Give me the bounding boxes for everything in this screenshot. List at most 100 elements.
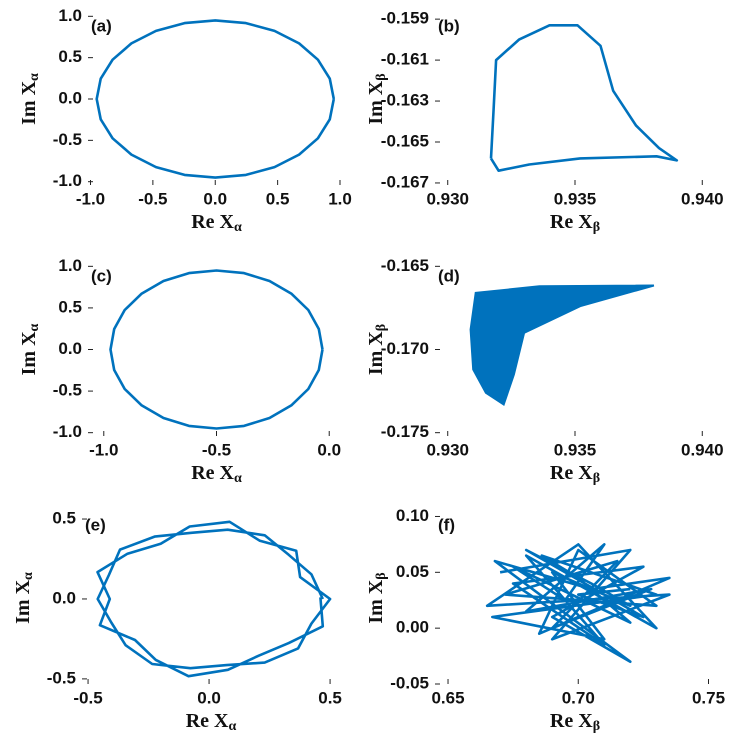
x-tick-label: 0.65 bbox=[431, 688, 464, 707]
x-tick-label: 0.930 bbox=[426, 189, 469, 208]
x-axis-label-main: Re X bbox=[550, 211, 593, 233]
x-axis-label: Re Xα bbox=[191, 211, 242, 236]
x-axis-label: Re Xβ bbox=[550, 462, 600, 487]
y-axis-label: Im Xα bbox=[18, 323, 43, 375]
x-tick-label: -0.5 bbox=[202, 440, 231, 459]
panel: 0.930 0.935 0.940 -0.167 -0.165 -0.163 -0.161 -… bbox=[365, 9, 724, 236]
x-axis-label-sub: β bbox=[593, 719, 600, 734]
y-tick-label: -0.05 bbox=[390, 673, 429, 692]
x-axis-label-sub: α bbox=[234, 471, 242, 486]
y-tick-label: -0.159 bbox=[381, 9, 429, 28]
y-tick-label: -0.5 bbox=[47, 668, 76, 687]
y-tick-label: 0.0 bbox=[52, 588, 76, 607]
y-tick-label: -1.0 bbox=[53, 422, 82, 441]
x-tick-label: 0.5 bbox=[266, 189, 290, 208]
x-tick-label: -1.0 bbox=[76, 189, 105, 208]
x-axis-label-main: Re X bbox=[186, 710, 229, 732]
y-axis-label-main: Im X bbox=[12, 579, 34, 623]
x-axis-label: Re Xα bbox=[191, 462, 242, 487]
trajectory bbox=[109, 269, 324, 430]
x-tick-label: -0.5 bbox=[138, 189, 167, 208]
y-axis-label-main: Im X bbox=[18, 331, 40, 375]
y-tick-label: 1.0 bbox=[58, 256, 82, 275]
y-axis-label-main: Im X bbox=[365, 579, 387, 623]
x-tick-label: 0.935 bbox=[554, 189, 597, 208]
y-axis-label-sub: α bbox=[27, 323, 42, 331]
y-axis-label-sub: β bbox=[374, 572, 389, 579]
x-tick-label: 0.0 bbox=[203, 189, 227, 208]
y-tick-label: -1.0 bbox=[53, 171, 82, 190]
x-tick-label: 0.940 bbox=[681, 189, 724, 208]
panel-label: (c) bbox=[91, 266, 112, 285]
x-axis-label-main: Re X bbox=[191, 211, 234, 233]
panel-label: (f) bbox=[438, 515, 455, 534]
x-tick-label: 0.935 bbox=[554, 440, 597, 459]
y-tick-label: 0.0 bbox=[58, 339, 82, 358]
y-axis-label-sub: β bbox=[374, 324, 389, 331]
y-axis-label: Im Xβ bbox=[365, 324, 390, 375]
x-tick-label: -0.5 bbox=[73, 688, 102, 707]
x-tick-label: 0.70 bbox=[562, 688, 595, 707]
y-axis-label-main: Im X bbox=[365, 80, 387, 124]
x-tick-label: 0.930 bbox=[426, 440, 469, 459]
trajectory-region bbox=[469, 284, 655, 406]
x-axis-label-main: Re X bbox=[550, 462, 593, 484]
y-tick-label: 0.0 bbox=[58, 88, 82, 107]
y-axis-label: Im Xβ bbox=[365, 73, 390, 124]
panel-label: (a) bbox=[91, 16, 112, 35]
y-tick-label: -0.5 bbox=[53, 381, 82, 400]
x-tick-label: 1.0 bbox=[328, 189, 352, 208]
panel-label: (d) bbox=[438, 266, 460, 285]
x-axis-label: Re Xβ bbox=[550, 211, 600, 236]
y-tick-label: 0.00 bbox=[396, 618, 429, 637]
trajectory bbox=[96, 520, 332, 678]
y-tick-label: -0.163 bbox=[381, 91, 429, 110]
x-tick-label: 0.0 bbox=[317, 440, 341, 459]
y-tick-label: 0.5 bbox=[58, 297, 82, 316]
y-tick-label: 0.5 bbox=[52, 509, 76, 528]
y-tick-label: 0.05 bbox=[396, 562, 429, 581]
x-axis-label-sub: β bbox=[593, 471, 600, 486]
y-tick-label: -0.165 bbox=[381, 131, 429, 150]
x-tick-label: 0.0 bbox=[197, 688, 221, 707]
y-tick-label: -0.167 bbox=[381, 172, 429, 191]
x-axis-label-main: Re X bbox=[550, 710, 593, 732]
y-axis-label: Im Xα bbox=[18, 73, 43, 125]
y-tick-label: -0.161 bbox=[381, 50, 429, 69]
panel-label: (e) bbox=[85, 515, 106, 534]
panel: 0.65 0.70 0.75-0.050.000.050.10(f)Re XβIm … bbox=[365, 506, 725, 734]
x-tick-label: 0.5 bbox=[318, 688, 342, 707]
y-axis-label-main: Im X bbox=[18, 80, 40, 124]
x-axis-label: Re Xβ bbox=[550, 710, 600, 735]
y-axis-label-sub: α bbox=[21, 572, 36, 580]
y-tick-label: 0.5 bbox=[58, 47, 82, 66]
y-axis-label-sub: α bbox=[27, 73, 42, 81]
trajectory bbox=[485, 543, 671, 663]
y-axis-label: Im Xβ bbox=[365, 572, 390, 623]
x-tick-label: -1.0 bbox=[89, 440, 118, 459]
trajectory bbox=[489, 24, 679, 172]
y-axis-label: Im Xα bbox=[12, 572, 37, 624]
y-tick-label: -0.165 bbox=[381, 256, 429, 275]
panel: -1.0 -0.5 0.0 0.5 1.0 -1.0 -0.5 0.0 0.5 1.0 (a) Re … bbox=[18, 6, 352, 235]
trajectory bbox=[95, 19, 336, 179]
x-axis-label: Re Xα bbox=[186, 710, 237, 735]
x-axis-label-sub: α bbox=[228, 719, 236, 734]
y-tick-label: 0.10 bbox=[396, 506, 429, 525]
x-tick-label: 0.940 bbox=[681, 440, 724, 459]
x-tick-label: 0.75 bbox=[692, 688, 725, 707]
y-tick-label: 1.0 bbox=[58, 6, 82, 25]
x-axis-label-main: Re X bbox=[191, 462, 234, 484]
x-axis-label-sub: α bbox=[234, 220, 242, 235]
y-tick-label: -0.5 bbox=[53, 130, 82, 149]
y-axis-label-main: Im X bbox=[365, 331, 387, 375]
panel-label: (b) bbox=[438, 16, 460, 35]
panel: 0.930 0.935 0.940 -0.175 -0.170 -0.165 (d) Re X… bbox=[365, 256, 724, 486]
x-axis-label-sub: β bbox=[593, 220, 600, 235]
y-axis-label-sub: β bbox=[374, 73, 389, 80]
y-tick-label: -0.170 bbox=[381, 339, 429, 358]
y-tick-label: -0.175 bbox=[381, 422, 429, 441]
